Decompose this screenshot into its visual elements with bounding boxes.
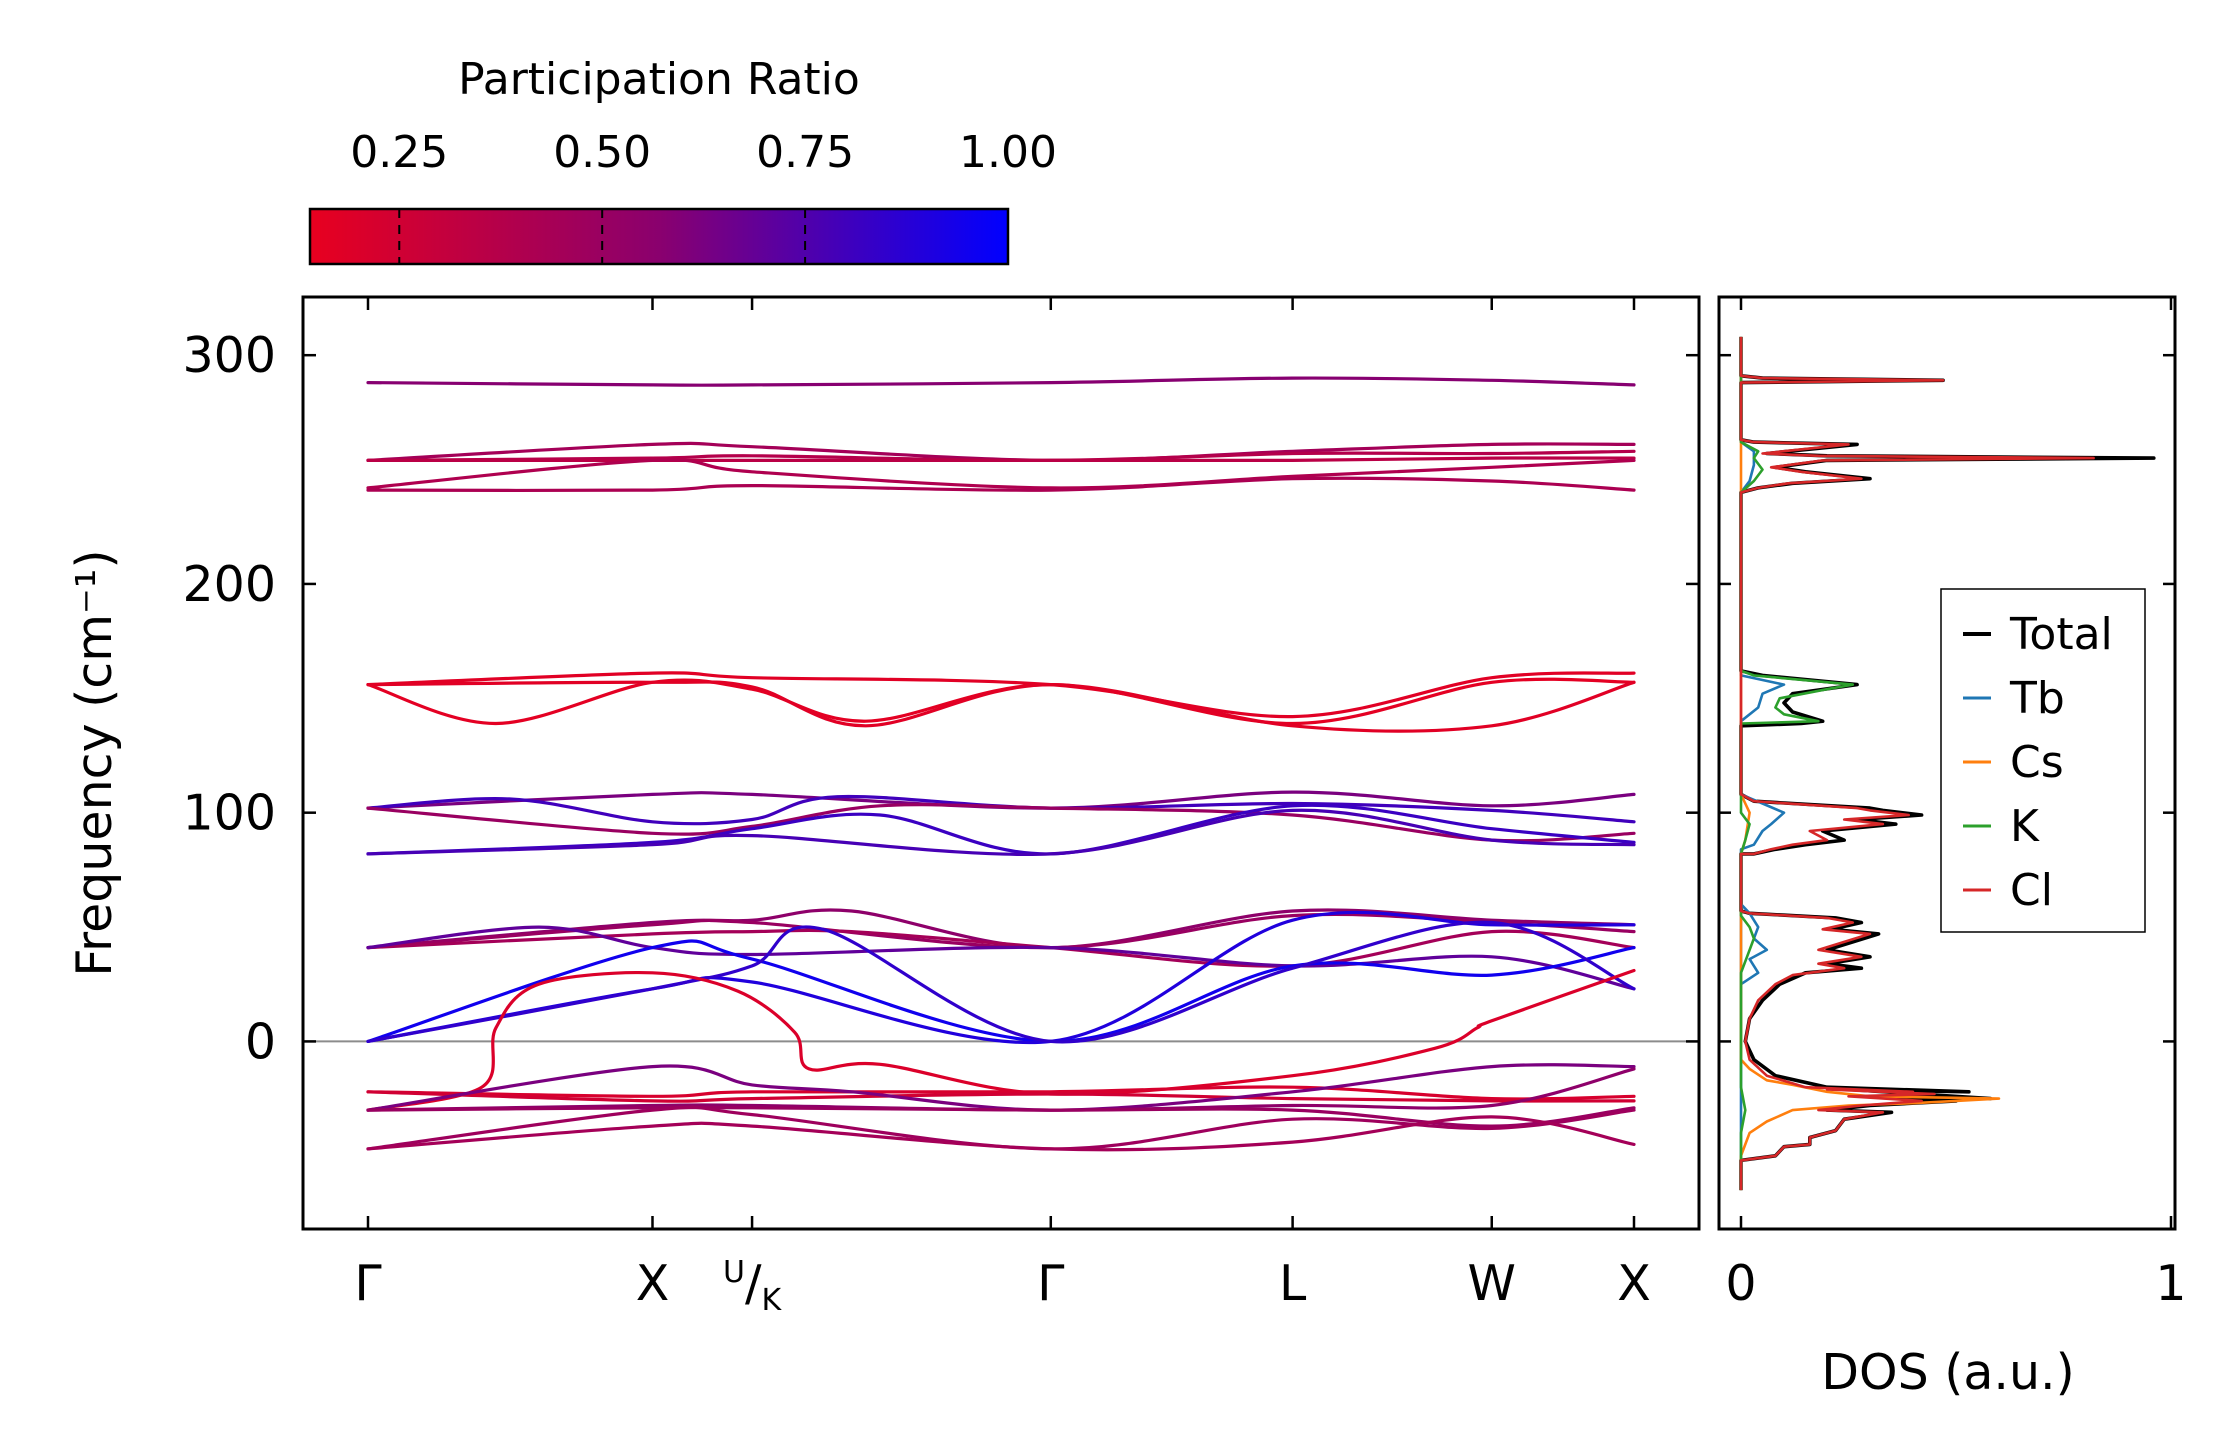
y-tick-label: 300 [182,327,276,384]
colorbar-tick-label: 0.25 [350,127,448,178]
kpoint-label: U/K [723,1255,782,1318]
band-structure-panel: 0 100 200 300 Γ X U/K Γ L W X Frequency (cm⁻¹) [66,297,1699,1318]
kpoint-label: W [1468,1255,1516,1312]
dos-x-axis-label: DOS (a.u.) [1821,1344,2074,1401]
colorbar-tick-label: 0.75 [756,127,854,178]
kpoint-label: L [1279,1255,1307,1312]
figure: Participation Ratio 0.25 0.50 0.75 1.00 010… [0,0,2235,1455]
colorbar-tick-label: 1.00 [959,127,1057,178]
kpoint-label: X [636,1255,670,1312]
kpoint-label: X [1617,1255,1651,1312]
dos-curve-tb [1741,337,1784,1190]
phonon-bands [368,378,1634,1150]
phonon-band [368,1065,1634,1110]
legend-label: Tb [2009,673,2065,724]
colorbar-tick-label: 0.50 [553,127,651,178]
phonon-band [368,679,1634,723]
y-tick-label: 100 [182,785,276,842]
legend-label: Cs [2010,737,2064,788]
colorbar: Participation Ratio 0.25 0.50 0.75 1.00 [310,54,1057,264]
dos-panel: 0 1 DOS (a.u.) Total Tb Cs K Cl [1719,297,2187,1401]
colorbar-label: Participation Ratio [458,54,860,105]
y-tick-label: 200 [182,556,276,613]
kpoint-label: Γ [354,1255,382,1312]
legend-label: Cl [2010,865,2053,916]
y-axis-ticks: 0 100 200 300 [182,327,1699,1070]
legend-label: K [2010,801,2040,852]
colorbar-gradient [310,209,1008,264]
dos-legend: Total Tb Cs K Cl [1941,589,2145,932]
phonon-band [368,478,1634,490]
kpoint-label: Γ [1037,1255,1065,1312]
phonon-band [368,682,1634,731]
legend-label: Total [2009,609,2113,660]
phonon-band [368,378,1634,385]
y-tick-label: 0 [245,1013,276,1070]
phonon-band [368,1107,1634,1149]
phonon-band [368,460,1634,488]
dos-x-tick-label: 1 [2155,1255,2186,1312]
y-axis-label: Frequency (cm⁻¹) [66,549,123,976]
phonon-band [368,796,1634,823]
phonon-band [368,922,1634,1042]
dos-x-tick-label: 0 [1725,1255,1756,1312]
